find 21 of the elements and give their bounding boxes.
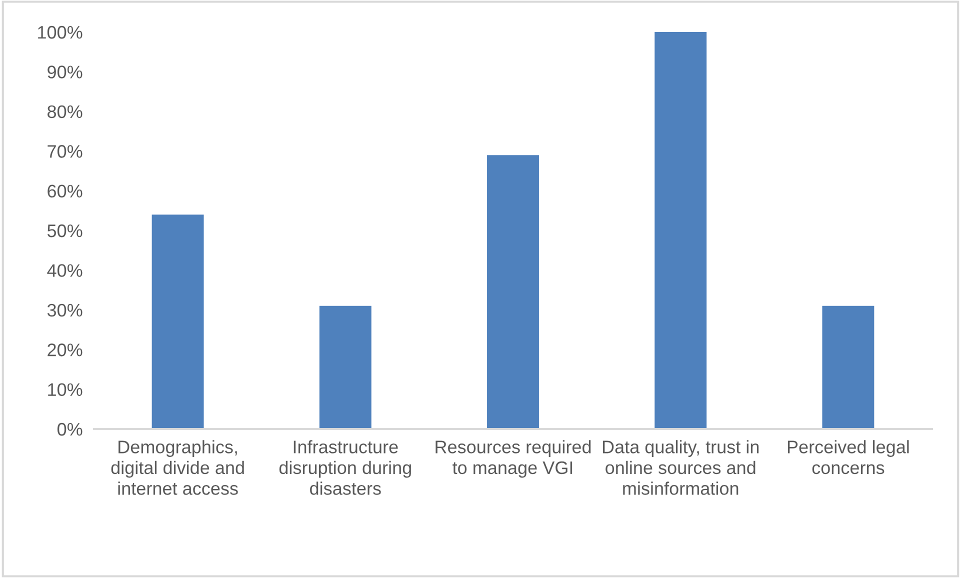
bar	[654, 32, 707, 429]
x-tick-label: Perceived legal concerns	[788, 440, 909, 474]
y-tick-label: 20%	[48, 344, 82, 356]
bar	[822, 306, 874, 429]
x-tick-label: Infrastructure disruption during disasters	[279, 440, 411, 495]
bar	[152, 214, 204, 429]
x-tick-label: Data quality, trust in online sources and misinformation	[602, 440, 759, 495]
y-tick-label: 0%	[58, 422, 82, 436]
y-tick-label: 50%	[47, 224, 82, 238]
y-tick-label: 100%	[38, 26, 82, 39]
y-tick-label: 60%	[48, 184, 82, 198]
y-tick-label: 80%	[48, 105, 82, 118]
x-tick-label: Resources required to manage VGI	[436, 440, 591, 478]
y-tick-label: 40%	[47, 264, 82, 277]
y-tick-label: 30%	[47, 304, 82, 317]
y-tick-label: 70%	[48, 145, 82, 158]
y-tick-label: 90%	[48, 66, 82, 78]
y-tick-label: 10%	[48, 383, 82, 396]
bar	[319, 306, 372, 429]
bar	[487, 155, 539, 429]
x-tick-label: Demographics, digital divide and internet access	[111, 440, 244, 495]
